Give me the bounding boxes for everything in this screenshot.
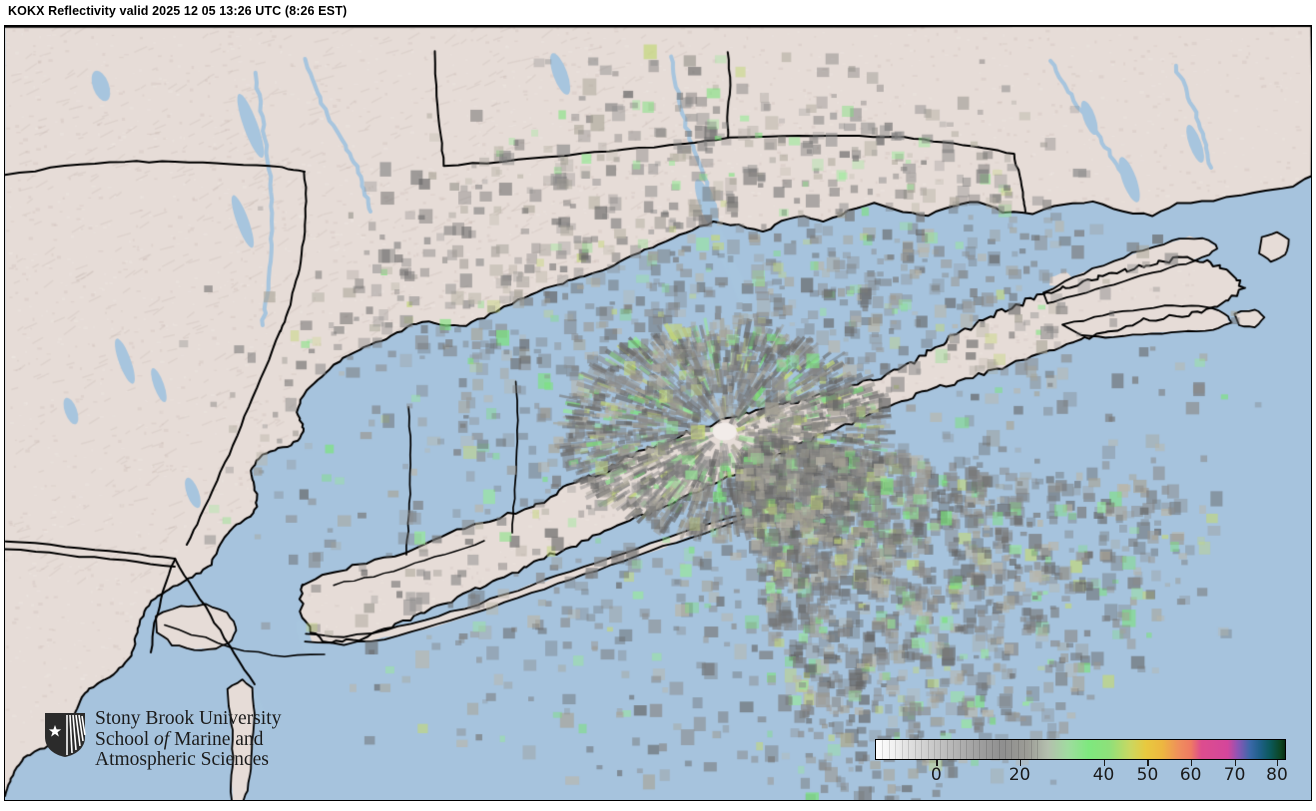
colorbar-tick-label: 40 (1092, 765, 1115, 785)
reflectivity-colorbar: 0 20 40 50 60 70 80 (875, 739, 1288, 794)
colorbar-band-separator (998, 740, 1000, 759)
colorbar-band-separator (940, 740, 942, 759)
colorbar-band-separator (914, 740, 916, 759)
logo-line-2-em: of (154, 728, 170, 750)
colorbar-band-separator (1017, 740, 1019, 759)
colorbar-band-separator (992, 740, 993, 759)
colorbar-band-separator (1011, 740, 1013, 759)
colorbar-band-separator (895, 740, 897, 759)
page-title: KOKX Reflectivity valid 2025 12 05 13:26… (8, 4, 347, 18)
colorbar-tick-label: 70 (1223, 765, 1246, 785)
colorbar-band-separator (953, 740, 955, 759)
colorbar-band-separator (959, 740, 961, 759)
logo-line-2-pre: School (95, 728, 155, 750)
logo-text: Stony Brook University School of Marine … (95, 708, 345, 771)
map-frame[interactable]: 0 20 40 50 60 70 80 Stony Brook University (4, 25, 1312, 801)
colorbar-tick (1276, 760, 1279, 766)
colorbar-band-separator (927, 740, 929, 759)
colorbar-band-separator (979, 740, 981, 759)
colorbar-band-separator (908, 740, 910, 759)
colorbar-tick (1190, 760, 1193, 766)
colorbar-band-separator (921, 740, 923, 759)
logo-line-2-post: Marine and (169, 728, 264, 750)
colorbar-tick-label: 60 (1179, 765, 1202, 785)
logo-line-3: Atmospheric Sciences (95, 749, 269, 770)
colorbar-tick (1234, 760, 1237, 766)
colorbar-tick-label: 50 (1136, 765, 1159, 785)
colorbar-band-separator (1004, 740, 1006, 759)
logo-line-1: Stony Brook University (95, 708, 282, 729)
stony-brook-logo: Stony Brook University School of Marine … (43, 708, 303, 791)
colorbar-band-separator (966, 740, 968, 759)
colorbar-tick (936, 760, 938, 766)
colorbar-band-separator (972, 740, 974, 759)
colorbar-band-separator (888, 740, 890, 759)
colorbar-band-separator (934, 740, 935, 759)
colorbar-band-separator (1030, 740, 1032, 759)
colorbar-tick-label: 0 (930, 765, 942, 785)
colorbar-tick-label: 20 (1008, 765, 1031, 785)
logo-line-2: School of Marine and (95, 728, 345, 751)
radar-map-canvas[interactable] (5, 26, 1311, 800)
colorbar-tick (1147, 760, 1149, 766)
colorbar-tick-label: 80 (1266, 765, 1288, 785)
colorbar-band-separator (901, 740, 903, 759)
shield-icon (45, 713, 86, 757)
colorbar-band-separator (946, 740, 948, 759)
colorbar-band-separator (985, 740, 987, 759)
colorbar-tick (1019, 760, 1022, 766)
colorbar-band-separator (882, 740, 884, 759)
colorbar-tick (1103, 760, 1106, 766)
colorbar-band-separator (1037, 740, 1039, 759)
colorbar-ticks (875, 760, 1286, 767)
colorbar-band-separator (1024, 740, 1026, 759)
colorbar-gradient (875, 739, 1286, 760)
colorbar-tick-labels: 0 20 40 50 60 70 80 (875, 765, 1288, 789)
